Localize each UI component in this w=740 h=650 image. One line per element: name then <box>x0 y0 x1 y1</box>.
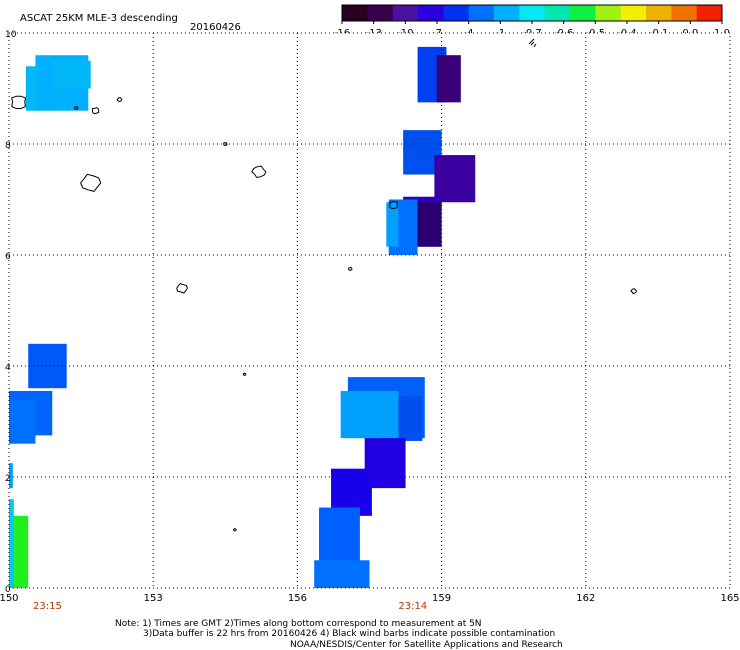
colorbar-segment <box>570 5 596 21</box>
island-outline <box>389 200 398 210</box>
map-date: 20160426 <box>190 22 241 33</box>
note-line-3: NOAA/NESDIS/Center for Satellite Applica… <box>290 640 563 650</box>
coastlines <box>11 95 638 532</box>
colorbar-segment <box>367 5 394 21</box>
mle-cell <box>434 155 476 203</box>
mle-cell <box>340 390 399 439</box>
colorbar <box>341 4 723 22</box>
colorbar-segment <box>595 5 622 21</box>
island-outline <box>80 173 102 192</box>
map-title: ASCAT 25KM MLE-3 descending <box>20 13 178 24</box>
note-line-1: Note: 1) Times are GMT 2)Times along bot… <box>115 619 482 629</box>
wind-barb-icon <box>528 38 537 48</box>
longitude-tick-label: 153 <box>144 593 163 604</box>
time-label: 23:15 <box>33 601 62 612</box>
longitude-tick-label: 165 <box>720 593 739 604</box>
mle-cell <box>9 463 13 489</box>
colorbar-segment <box>494 5 520 21</box>
mle-cell <box>9 515 29 588</box>
mle-cell <box>314 560 370 588</box>
island-outline <box>116 97 123 102</box>
latitude-labels: 0 2 4 6 8 10 <box>5 30 17 595</box>
map-area <box>8 32 731 589</box>
island-outline <box>630 288 638 294</box>
colorbar-segment <box>443 5 470 21</box>
map-frame <box>8 32 731 589</box>
mle-cell <box>319 507 360 569</box>
time-labels: 23:15 23:14 <box>33 601 427 612</box>
colorbar-segment <box>671 5 698 21</box>
colorbar-segment <box>418 5 444 21</box>
colorbar-segment <box>468 5 495 21</box>
mle-cell <box>52 60 91 89</box>
mle-cell <box>25 66 38 111</box>
longitude-tick-label: 162 <box>576 593 595 604</box>
longitude-tick-label: 156 <box>288 593 307 604</box>
mle-cells-layer <box>9 46 476 588</box>
mle-cell <box>436 55 461 103</box>
lat-lon-grid <box>8 32 731 589</box>
colorbar-segment <box>646 5 672 21</box>
longitude-tick-label: 150 <box>0 593 19 604</box>
latitude-tick-label: 2 <box>5 474 11 484</box>
latitude-tick-label: 4 <box>5 363 11 373</box>
latitude-tick-label: 0 <box>5 585 11 595</box>
latitude-tick-label: 8 <box>5 141 11 151</box>
colorbar-segment <box>519 5 546 21</box>
island-outline <box>242 372 247 377</box>
latitude-tick-label: 10 <box>5 30 17 40</box>
colorbar-segment <box>392 5 419 21</box>
mle-cell <box>9 399 36 444</box>
note-line-2: 3)Data buffer is 22 hrs from 20160426 4)… <box>143 629 555 639</box>
colorbar-segment <box>620 5 647 21</box>
latitude-tick-label: 6 <box>5 252 11 262</box>
colorbar-segment <box>544 5 571 21</box>
island-outline <box>232 528 237 532</box>
time-label: 23:14 <box>398 601 427 612</box>
longitude-tick-label: 159 <box>432 593 451 604</box>
island-outline <box>11 95 27 109</box>
mle-cell <box>9 499 14 588</box>
island-outline <box>74 105 79 110</box>
longitude-labels: 150 153 156 159 162 165 <box>0 593 740 604</box>
colorbar-segment <box>342 5 368 21</box>
island-outline <box>348 266 353 271</box>
island-outline <box>176 283 188 294</box>
mle-cell <box>28 343 67 389</box>
island-outline <box>223 141 228 147</box>
mle-cell <box>386 202 399 247</box>
island-outline <box>251 165 267 179</box>
colorbar-segment <box>696 5 723 21</box>
island-outline <box>91 107 100 115</box>
mle-cell <box>415 202 442 247</box>
